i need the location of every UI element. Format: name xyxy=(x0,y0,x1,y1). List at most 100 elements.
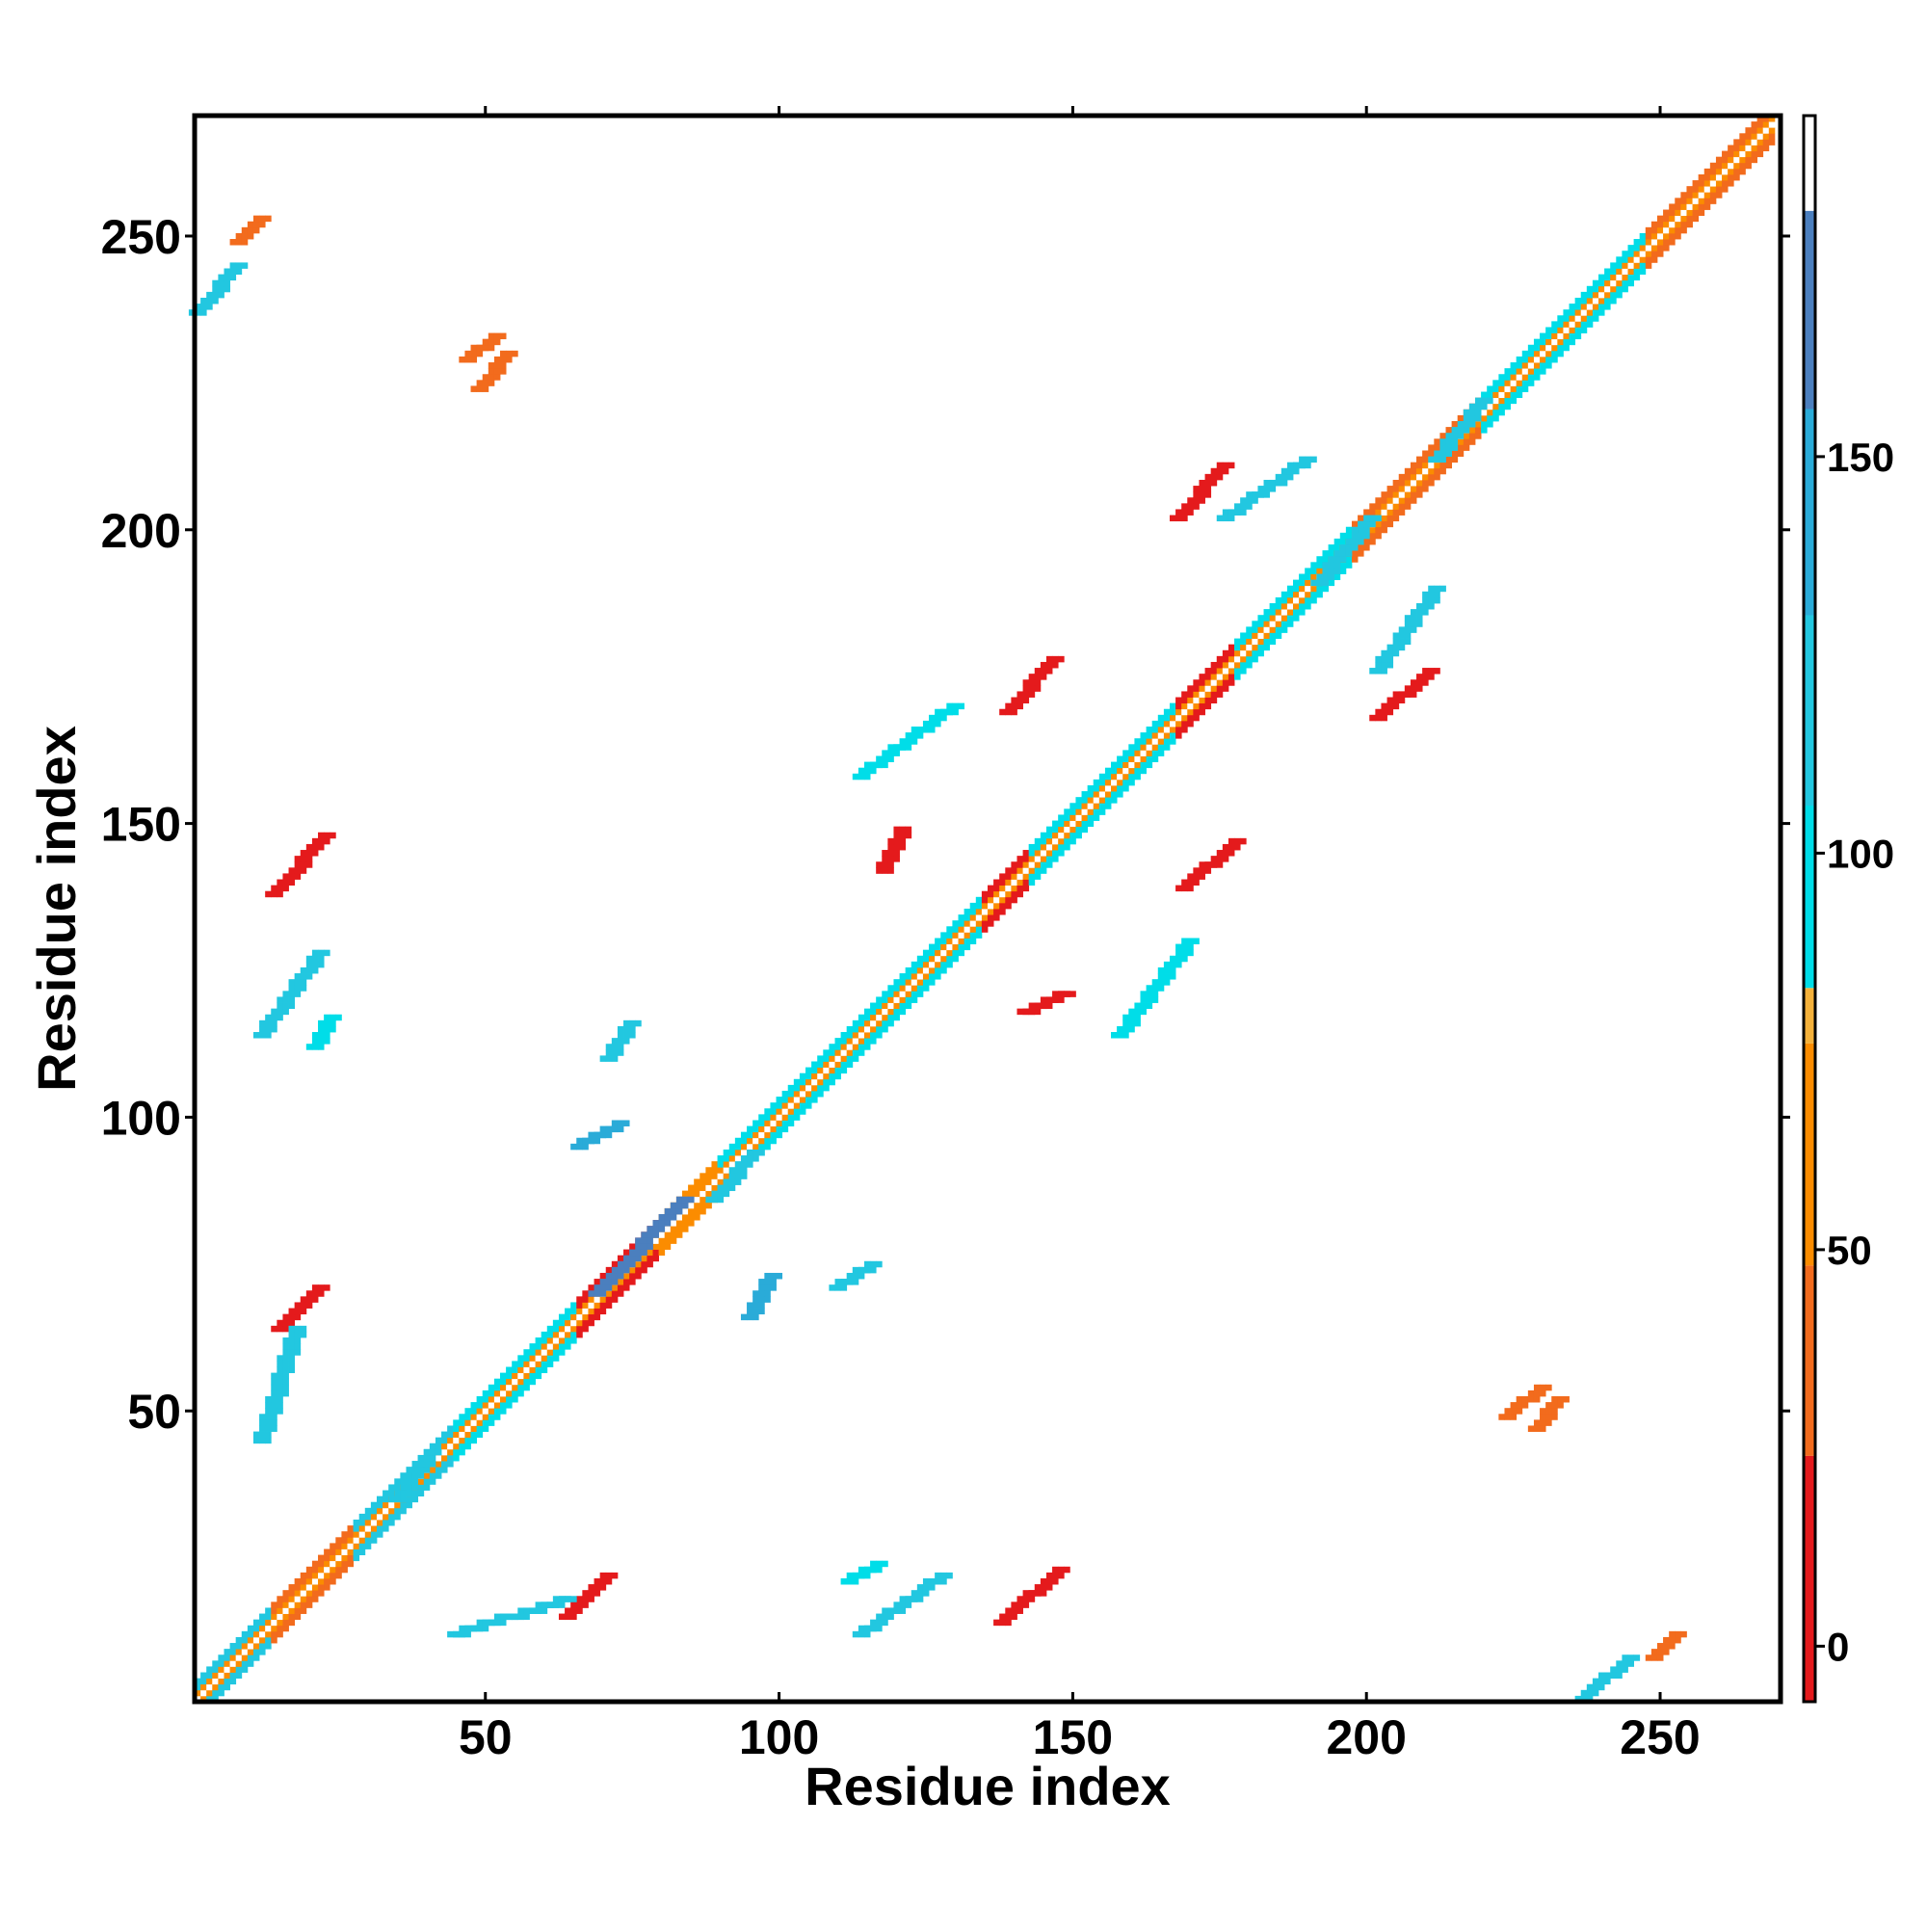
diagonal-cell xyxy=(447,1461,454,1468)
diagonal-cell xyxy=(1533,344,1541,352)
contact-cell xyxy=(1222,462,1229,469)
diagonal-cell xyxy=(1639,239,1647,246)
diagonal-cell xyxy=(1040,850,1047,857)
contact-cell xyxy=(476,1619,484,1627)
contact-cell xyxy=(1257,486,1264,492)
diagonal-cell xyxy=(1580,304,1588,310)
diagonal-cell xyxy=(265,1625,272,1632)
contact-cell xyxy=(1422,668,1429,675)
diagonal-cell xyxy=(747,1143,753,1151)
diagonal-cell xyxy=(1193,702,1200,710)
contact-cell xyxy=(330,832,336,839)
diagonal-cell xyxy=(681,1207,689,1215)
contact-cell xyxy=(229,274,237,281)
diagonal-cell xyxy=(576,1302,583,1309)
diagonal-cell xyxy=(506,1372,513,1380)
diagonal-cell xyxy=(705,1167,712,1174)
contact-cell xyxy=(1181,879,1188,887)
diagonal-cell xyxy=(358,1520,366,1526)
diagonal-cell xyxy=(252,1649,260,1655)
diagonal-cell xyxy=(752,1120,759,1126)
diagonal-cell xyxy=(1122,767,1129,775)
diagonal-cell xyxy=(946,932,953,939)
diagonal-cell xyxy=(1428,479,1435,487)
diagonal-cell xyxy=(1234,638,1241,646)
contact-cell xyxy=(999,708,1006,716)
diagonal-cell xyxy=(887,985,894,992)
diagonal-cell xyxy=(1333,544,1341,551)
diagonal-cell xyxy=(247,1649,254,1655)
contact-cell xyxy=(1163,966,1171,974)
diagonal-cell xyxy=(429,1478,436,1485)
diagonal-cell xyxy=(1745,150,1752,158)
contact-cell xyxy=(288,1308,296,1315)
contact-cell xyxy=(946,1572,953,1579)
diagonal-cell xyxy=(1722,162,1729,170)
diagonal-cell xyxy=(394,1484,401,1491)
contact-cell xyxy=(940,708,947,716)
contact-cell xyxy=(212,291,219,299)
contact-cell xyxy=(271,1408,277,1415)
contact-cell xyxy=(1169,966,1176,974)
contact-cell xyxy=(1016,697,1023,704)
diagonal-cell xyxy=(1322,585,1329,593)
contact-cell xyxy=(1351,544,1359,551)
diagonal-cell xyxy=(1216,655,1224,663)
contact-cell xyxy=(252,226,260,234)
diagonal-cell xyxy=(1410,462,1417,469)
contact-cell xyxy=(899,843,907,851)
diagonal-cell xyxy=(988,914,994,921)
diagonal-cell xyxy=(1151,750,1159,756)
contact-cell xyxy=(1463,421,1470,428)
diagonal-cell xyxy=(488,1402,495,1409)
diagonal-cell xyxy=(1175,714,1182,722)
contact-cell xyxy=(647,1226,653,1232)
contact-cell xyxy=(570,1607,577,1614)
diagonal-cell xyxy=(1034,856,1042,862)
contact-cell xyxy=(1474,414,1482,422)
diagonal-cell xyxy=(1146,750,1153,756)
diagonal-cell xyxy=(1098,791,1106,798)
contact-cell xyxy=(1022,685,1030,692)
contact-cell xyxy=(641,1243,647,1250)
contact-cell xyxy=(288,873,296,880)
diagonal-cell xyxy=(952,932,959,939)
diagonal-cell xyxy=(1087,803,1095,809)
contact-cell xyxy=(282,1008,289,1016)
diagonal-cell xyxy=(423,1472,431,1479)
diagonal-cell xyxy=(247,1636,254,1644)
diagonal-cell xyxy=(905,966,912,974)
diagonal-cell xyxy=(288,1613,296,1621)
diagonal-cell xyxy=(241,1666,249,1673)
diagonal-cell xyxy=(441,1448,448,1456)
contact-cell xyxy=(641,1231,647,1238)
diagonal-cell xyxy=(764,1143,771,1151)
contact-cell xyxy=(435,1448,442,1456)
contact-cell xyxy=(1404,638,1412,646)
diagonal-cell xyxy=(229,1643,237,1650)
contact-cell xyxy=(1210,473,1218,481)
diagonal-cell xyxy=(1604,291,1611,299)
diagonal-cell xyxy=(981,896,989,904)
contact-cell xyxy=(1257,491,1264,498)
diagonal-cell xyxy=(383,1495,389,1503)
contact-cell xyxy=(1428,596,1435,604)
contact-cell xyxy=(277,1325,283,1333)
contact-cell xyxy=(1468,403,1476,410)
diagonal-cell xyxy=(476,1419,484,1426)
diagonal-cell xyxy=(988,909,994,915)
diagonal-cell xyxy=(770,1120,777,1126)
diagonal-cell xyxy=(834,1038,841,1045)
diagonal-cell xyxy=(1269,621,1277,627)
diagonal-cell xyxy=(905,1002,912,1010)
diagonal-cell xyxy=(1510,391,1518,399)
diagonal-cell xyxy=(1656,239,1664,246)
contact-cell xyxy=(265,1402,272,1409)
diagonal-cell xyxy=(224,1672,230,1680)
contact-cell xyxy=(940,1577,947,1585)
contact-cell xyxy=(747,1155,753,1162)
diagonal-cell xyxy=(1098,797,1106,804)
contact-cell xyxy=(1645,1654,1652,1661)
diagonal-cell xyxy=(1404,503,1412,510)
contact-cell xyxy=(1157,985,1165,992)
